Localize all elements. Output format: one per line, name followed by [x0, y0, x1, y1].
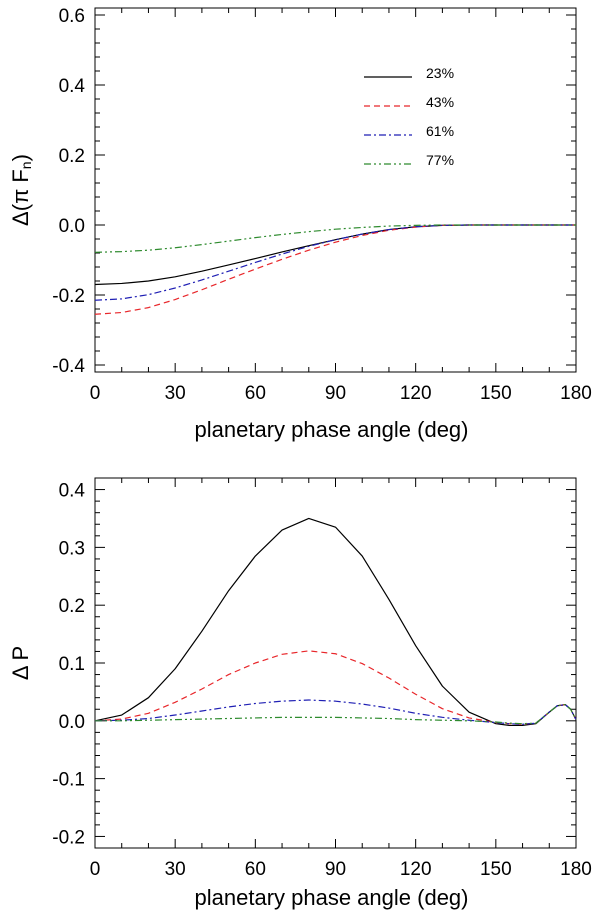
y-axis-title: Δ(π Fn) — [8, 154, 34, 226]
x-tick-label: 60 — [245, 383, 266, 404]
x-tick-label: 180 — [560, 859, 592, 880]
y-axis-title: Δ P — [8, 646, 33, 680]
series-line-43pct — [94, 650, 577, 725]
y-tick-label: 0.4 — [59, 481, 86, 502]
x-axis-title: planetary phase angle (deg) — [195, 885, 469, 910]
legend: 23% 43% 61% 77% — [364, 65, 454, 168]
legend-label: 23% — [426, 65, 454, 81]
x-tick-label: 60 — [245, 859, 266, 880]
x-tick-label: 0 — [90, 383, 101, 404]
y-tick-label: 0.2 — [59, 146, 85, 167]
y-tick-label: -0.4 — [52, 356, 85, 377]
bottom-panel-polarization-difference: 0 30 60 90 120 150 180 -0.2 -0.1 0.0 0.1 0.2 0.3 0.4 p… — [8, 477, 592, 910]
y-tick-label: -0.2 — [52, 286, 85, 307]
y-tick-label: 0.4 — [59, 76, 86, 97]
x-tick-label: 180 — [560, 383, 592, 404]
legend-label: 61% — [426, 123, 454, 139]
y-tick-label: -0.1 — [52, 770, 85, 791]
x-axis-title: planetary phase angle (deg) — [195, 417, 469, 442]
y-tick-label: 0.3 — [59, 538, 85, 559]
y-tick-label: 0.6 — [59, 6, 85, 27]
series-line-43pct — [94, 224, 576, 315]
y-tick-label: 0.2 — [59, 596, 85, 617]
series-line-61pct — [94, 224, 576, 301]
y-tick-label: -0.2 — [52, 827, 85, 848]
x-tick-label: 120 — [400, 859, 432, 880]
x-tick-label: 150 — [480, 383, 512, 404]
x-tick-label: 0 — [90, 859, 101, 880]
x-tick-label: 90 — [325, 859, 346, 880]
x-tick-label: 120 — [400, 383, 432, 404]
series-line-23pct — [94, 517, 577, 727]
series-line-77pct — [94, 224, 576, 253]
series-line-77pct — [95, 704, 577, 725]
top-panel-flux-difference: 0 30 60 90 120 150 180 -0.4 -0.2 0.0 0.2 0.4 0.6 plan… — [8, 6, 592, 442]
x-tick-label: 30 — [165, 383, 186, 404]
x-tick-label: 90 — [325, 383, 346, 404]
y-tick-label: 0.1 — [59, 654, 85, 675]
x-tick-label: 30 — [165, 859, 186, 880]
plot-frame — [94, 7, 577, 373]
y-tick-label: 0.0 — [59, 216, 85, 237]
series-line-23pct — [94, 224, 576, 286]
legend-label: 43% — [426, 94, 454, 110]
plot-frame — [94, 477, 577, 849]
legend-label: 77% — [426, 152, 454, 168]
series-line-61pct — [94, 699, 577, 725]
y-tick-label: 0.0 — [59, 712, 85, 733]
x-tick-label: 150 — [480, 859, 512, 880]
